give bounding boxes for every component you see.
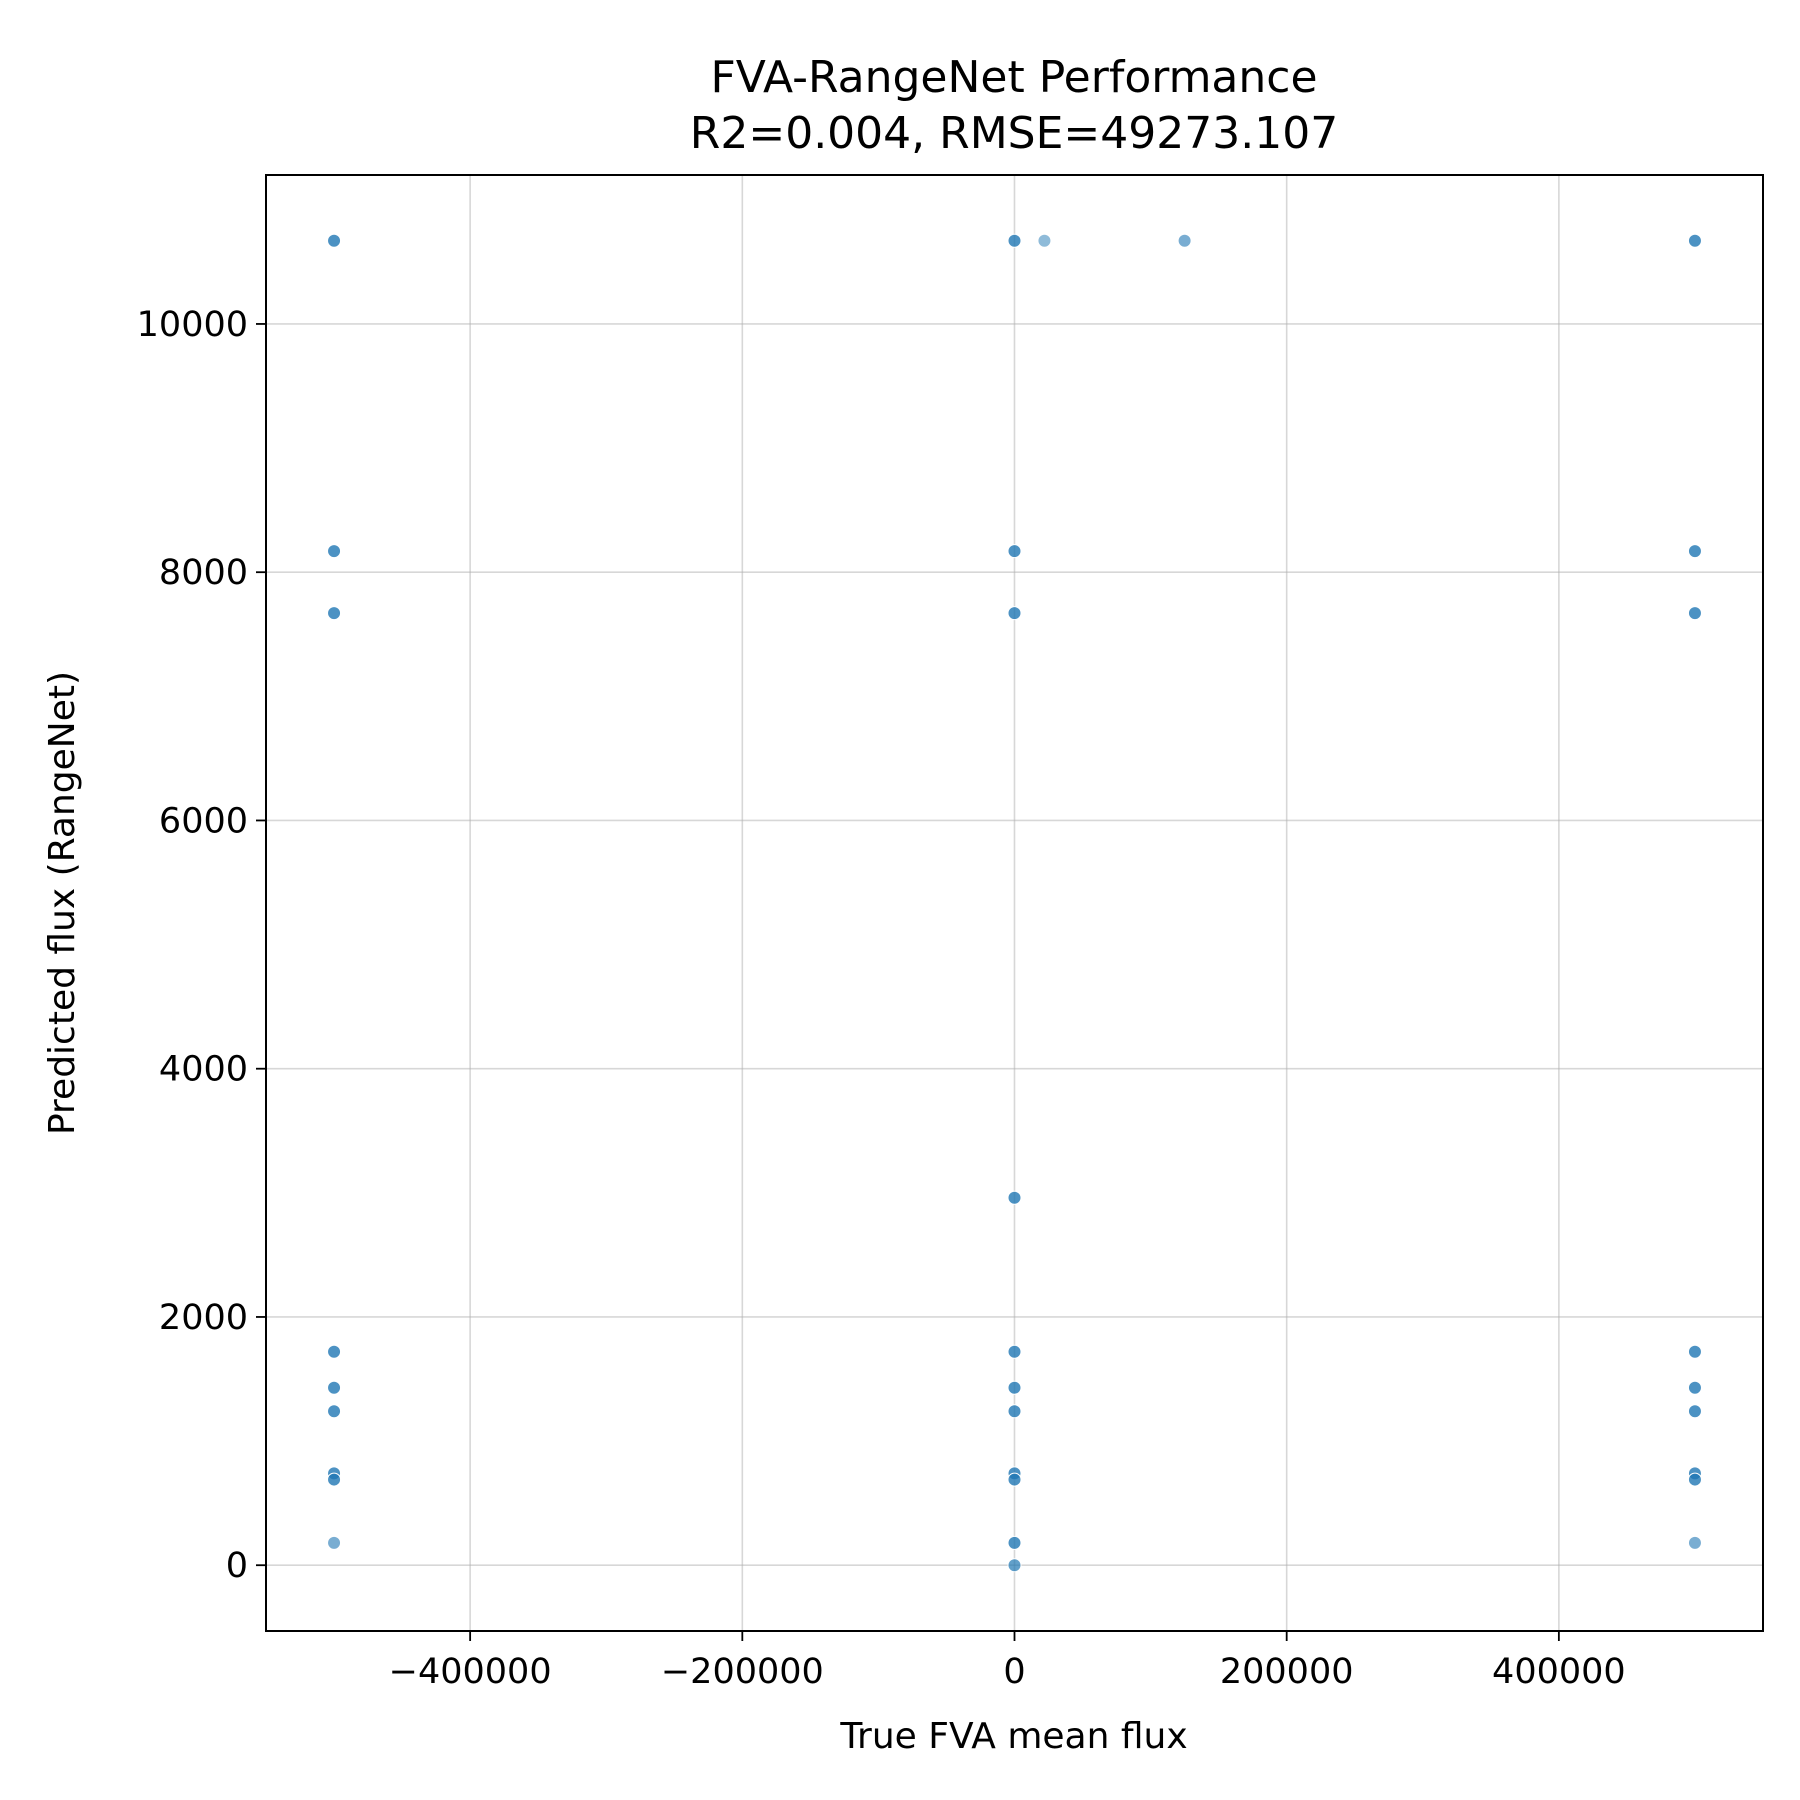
scatter-point — [1007, 1190, 1022, 1205]
y-tick-label: 4000 — [159, 1050, 248, 1090]
scatter-point — [327, 1344, 342, 1359]
y-tick-label: 8000 — [159, 553, 248, 593]
x-tick-label: 0 — [1003, 1652, 1025, 1692]
axis-ticks: −400000 −200000 0 200000 400000 0 2000 4000 6000… — [137, 305, 1626, 1692]
scatter-point — [1687, 1380, 1702, 1395]
scatter-point — [1007, 1380, 1022, 1395]
data-points — [327, 233, 1702, 1573]
scatter-point — [1007, 1404, 1022, 1419]
scatter-point — [1007, 1472, 1022, 1487]
scatter-point — [1687, 233, 1702, 248]
chart-title: FVA-RangeNet Performance — [710, 52, 1317, 103]
scatter-point — [327, 1380, 342, 1395]
x-tick-label: −200000 — [661, 1652, 824, 1692]
scatter-point — [1687, 1472, 1702, 1487]
x-tick-label: −400000 — [389, 1652, 552, 1692]
scatter-point — [1007, 1344, 1022, 1359]
scatter-point — [327, 606, 342, 621]
scatter-point — [1007, 606, 1022, 621]
scatter-point — [327, 1472, 342, 1487]
scatter-point — [1037, 233, 1052, 248]
x-tick-label: 400000 — [1492, 1652, 1626, 1692]
chart-subtitle: R2=0.004, RMSE=49273.107 — [690, 108, 1338, 159]
scatter-point — [327, 233, 342, 248]
scatter-point — [1687, 1404, 1702, 1419]
scatter-point — [327, 1404, 342, 1419]
scatter-point — [1687, 606, 1702, 621]
scatter-point — [1007, 1535, 1022, 1550]
scatter-point — [1687, 544, 1702, 559]
y-tick-label: 0 — [226, 1546, 248, 1586]
scatter-point — [1177, 233, 1192, 248]
y-tick-label: 2000 — [159, 1298, 248, 1338]
y-tick-label: 10000 — [137, 305, 248, 345]
scatter-point — [1007, 233, 1022, 248]
scatter-point — [1007, 1558, 1022, 1573]
y-tick-label: 6000 — [159, 801, 248, 841]
y-axis-label: Predicted flux (RangeNet) — [42, 671, 83, 1135]
scatter-point — [327, 544, 342, 559]
scatter-point — [327, 1535, 342, 1550]
x-axis-label: True FVA mean flux — [839, 1716, 1187, 1757]
x-tick-label: 200000 — [1220, 1652, 1354, 1692]
scatter-point — [1687, 1344, 1702, 1359]
scatter-point — [1007, 544, 1022, 559]
scatter-point — [1687, 1535, 1702, 1550]
